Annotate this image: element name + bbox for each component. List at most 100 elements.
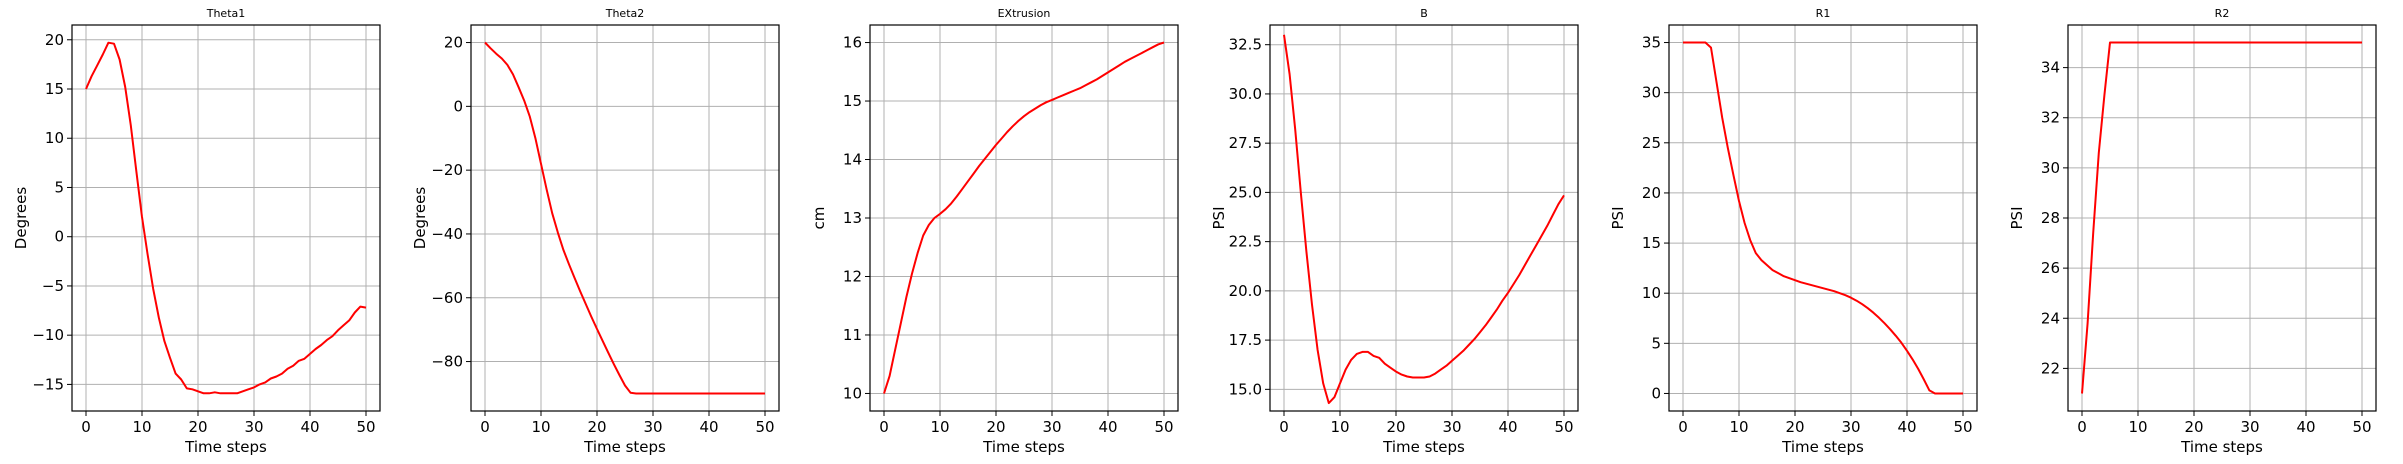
y-axis-label: PSI	[1609, 207, 1627, 230]
x-tick-label: 0	[480, 418, 490, 436]
series-line	[2081, 41, 2362, 394]
x-tick-label: 40	[699, 418, 718, 436]
x-axis-label: Time steps	[982, 438, 1065, 456]
x-tick-label: 10	[531, 418, 550, 436]
x-tick-label: 0	[2077, 418, 2087, 436]
x-tick-label: 10	[930, 418, 949, 436]
chart-panel-4: 0 10 20 30 40 50 15.0 17.5 20.0 22.5 25.0 27.5 30.0 3…	[1210, 7, 1579, 456]
y-tick-label: 20	[45, 31, 64, 49]
y-tick-label: 0	[453, 97, 463, 115]
x-tick-label: 40	[300, 418, 319, 436]
y-tick-label: 0	[54, 228, 64, 246]
y-tick-label: 14	[843, 151, 862, 169]
chart-title: B	[1420, 7, 1428, 20]
x-axis-label: Time steps	[583, 438, 666, 456]
y-tick-label: 34	[2041, 59, 2060, 77]
y-tick-label: 16	[843, 34, 862, 52]
y-tick-label: −10	[32, 326, 64, 344]
y-tick-label: 20	[1642, 184, 1661, 202]
y-tick-label: 32	[2041, 109, 2060, 127]
y-tick-label: 10	[843, 384, 862, 402]
x-tick-label: 10	[132, 418, 151, 436]
y-tick-label: 25	[1642, 134, 1661, 152]
y-tick-label: 22.5	[1229, 233, 1262, 251]
y-axis-label: Degrees	[411, 187, 429, 250]
y-tick-label: −20	[431, 161, 463, 179]
x-tick-label: 0	[1279, 418, 1289, 436]
y-axis-label: cm	[810, 207, 828, 230]
y-tick-label: 24	[2041, 309, 2060, 327]
x-tick-label: 0	[81, 418, 91, 436]
x-axis-label: Time steps	[1781, 438, 1864, 456]
y-tick-label: 26	[2041, 259, 2060, 277]
x-tick-label: 30	[1841, 418, 1860, 436]
y-tick-label: 15	[1642, 234, 1661, 252]
chart-title: R1	[1816, 7, 1831, 20]
y-tick-label: 13	[843, 209, 862, 227]
x-tick-label: 10	[2128, 418, 2147, 436]
y-tick-label: 30	[2041, 159, 2060, 177]
y-tick-label: 32.5	[1229, 36, 1262, 54]
x-tick-label: 30	[2240, 418, 2259, 436]
chart-panel-6: 0 10 20 30 40 50 22 24 26 28 30 32 34 R2 Time steps PSI	[2008, 7, 2377, 456]
series-line	[85, 41, 367, 395]
x-tick-label: 50	[1953, 418, 1972, 436]
x-tick-label: 50	[755, 418, 774, 436]
axes-frame	[470, 24, 780, 412]
x-tick-label: 20	[188, 418, 207, 436]
x-tick-label: 50	[356, 418, 375, 436]
axes-frame	[1668, 24, 1978, 412]
chart-title: EXtrusion	[998, 7, 1051, 20]
x-tick-label: 40	[1897, 418, 1916, 436]
y-tick-label: 5	[1651, 334, 1661, 352]
y-tick-label: 30	[1642, 84, 1661, 102]
y-tick-label: 22	[2041, 359, 2060, 377]
y-tick-label: −60	[431, 289, 463, 307]
x-tick-label: 10	[1729, 418, 1748, 436]
axes-frame	[71, 24, 381, 412]
x-tick-label: 30	[244, 418, 263, 436]
y-tick-label: 35	[1642, 34, 1661, 52]
x-tick-label: 50	[1554, 418, 1573, 436]
y-tick-label: −5	[42, 277, 64, 295]
y-tick-label: 12	[843, 267, 862, 285]
y-axis-label: PSI	[1210, 207, 1228, 230]
series-line	[484, 41, 765, 395]
y-tick-label: 15.0	[1229, 380, 1262, 398]
x-tick-label: 30	[643, 418, 662, 436]
y-tick-label: 30.0	[1229, 85, 1262, 103]
y-tick-label: −15	[32, 375, 64, 393]
x-tick-label: 20	[587, 418, 606, 436]
series-line	[883, 41, 1165, 394]
chart-panel-5: 0 10 20 30 40 50 0 5 10 15 20 25 30 35 R1 Time steps PSI	[1609, 7, 1978, 456]
chart-panel-3: 0 10 20 30 40 50 10 11 12 13 14 15 16 EXtrusion Time s…	[810, 7, 1179, 456]
chart-title: Theta1	[206, 7, 246, 20]
chart-panel-1: 0 10 20 30 40 50 −15 −10 −5 0 5 10 15 20 Theta1 Time st…	[12, 7, 381, 456]
x-tick-label: 20	[1785, 418, 1804, 436]
x-axis-label: Time steps	[184, 438, 267, 456]
y-tick-label: 10	[1642, 284, 1661, 302]
series-line	[1283, 34, 1565, 405]
x-tick-label: 40	[1098, 418, 1117, 436]
chart-title: Theta2	[605, 7, 645, 20]
x-tick-label: 0	[1678, 418, 1688, 436]
y-axis-label: PSI	[2008, 207, 2026, 230]
chart-panel-2: 0 10 20 30 40 50 −80 −60 −40 −20 0 20 Theta2 Time ste…	[411, 7, 780, 456]
y-axis-label: Degrees	[12, 187, 30, 250]
y-tick-label: 10	[45, 129, 64, 147]
x-tick-label: 40	[2296, 418, 2315, 436]
x-tick-label: 10	[1330, 418, 1349, 436]
y-tick-label: 27.5	[1229, 134, 1262, 152]
y-tick-label: −40	[431, 225, 463, 243]
y-tick-label: 20.0	[1229, 282, 1262, 300]
x-tick-label: 30	[1442, 418, 1461, 436]
y-tick-label: 15	[45, 80, 64, 98]
y-tick-label: 17.5	[1229, 331, 1262, 349]
y-tick-label: 5	[54, 178, 64, 196]
x-tick-label: 20	[1386, 418, 1405, 436]
x-tick-label: 20	[2184, 418, 2203, 436]
y-tick-label: −80	[431, 353, 463, 371]
y-tick-label: 28	[2041, 209, 2060, 227]
y-tick-label: 11	[843, 326, 862, 344]
